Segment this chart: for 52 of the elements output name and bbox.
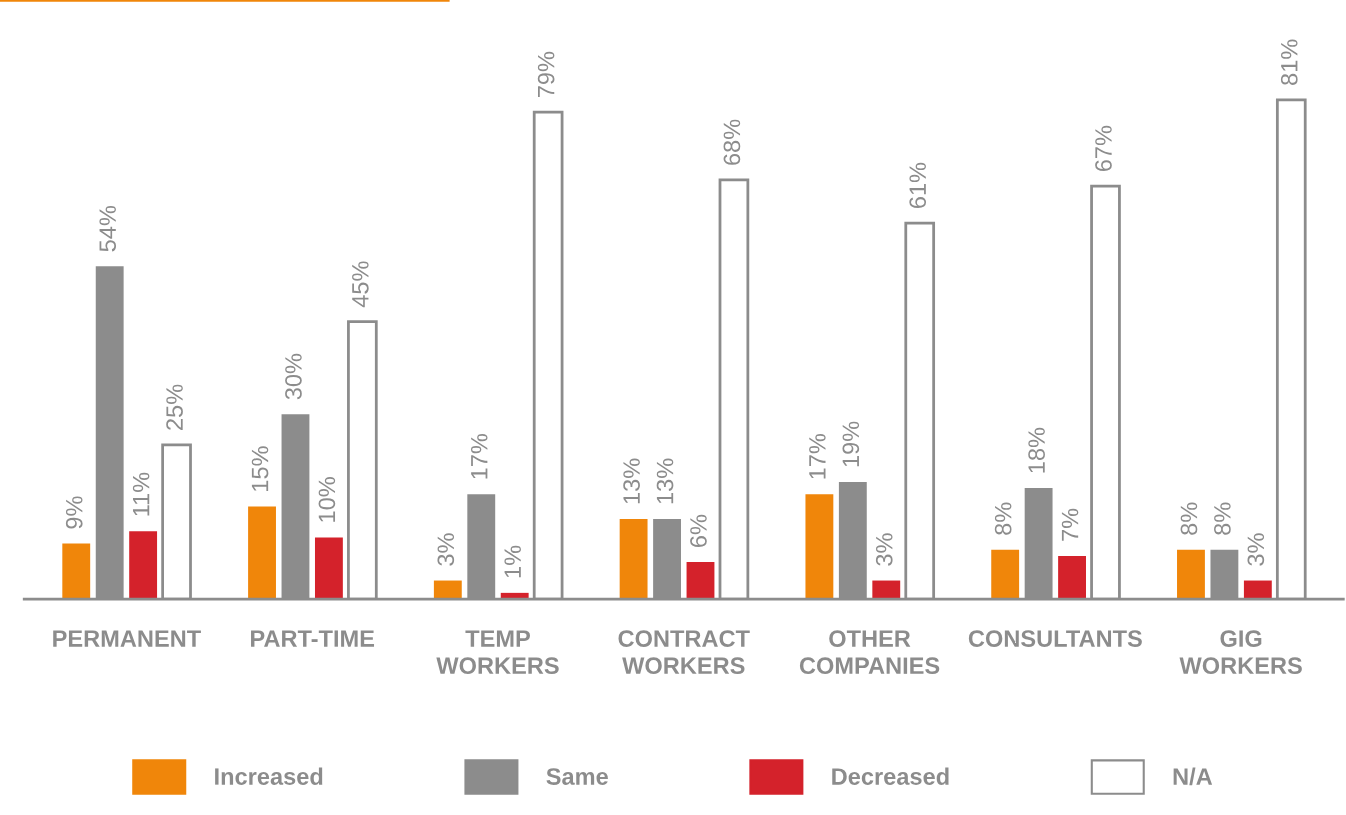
x-tick-label: PERMANENT [53,630,201,647]
bar [433,580,462,600]
x-tick-label: TEMP WORKERS [436,630,559,675]
legend-label: Decreased [832,767,949,785]
bar [129,531,158,600]
x-tick-label: CONTRACT WORKERS [618,630,750,675]
data-label: 15% [251,446,269,491]
legend-label: Same [546,768,608,785]
bar [1058,555,1086,600]
bar [805,494,834,600]
data-label: 54% [99,205,117,252]
data-label: 61% [909,162,927,209]
data-label: 68% [723,119,741,165]
data-label: 8% [994,502,1012,535]
x-tick-label: GIG WORKERS [1179,630,1302,675]
data-label: 3% [875,533,893,566]
data-label: 3% [437,533,455,566]
data-label: 10% [318,477,336,522]
data-label: 13% [623,458,640,504]
bar [1177,549,1205,600]
data-label: 3% [1247,533,1265,566]
bar [62,543,91,600]
data-label: 18% [1028,427,1045,473]
data-label: 11% [132,472,150,516]
bar [619,518,648,600]
data-label: 8% [1180,502,1198,535]
bar [872,580,901,600]
data-label: 25% [166,384,183,430]
data-label: 81% [1280,39,1298,85]
data-label: 67% [1095,125,1112,172]
data-label: 17% [809,433,826,479]
bar [248,506,276,600]
x-tick-label: PART-TIME [251,630,375,647]
data-label: 45% [352,261,369,308]
data-label: 79% [537,51,555,98]
bar [314,537,343,600]
bar [686,562,715,600]
bar [991,549,1020,600]
legend-label: N/A [1173,767,1213,786]
data-label: 8% [1214,502,1231,535]
data-label: 6% [690,514,707,547]
data-label: 30% [285,353,302,400]
x-tick-label: CONSULTANTS [968,630,1142,647]
data-label: 13% [656,458,674,504]
legend-label: Increased [215,767,323,785]
data-label: 7% [1061,508,1079,541]
data-label: 17% [470,433,488,479]
data-label: 19% [842,421,860,467]
data-label: 1% [504,545,521,578]
data-label: 9% [65,496,83,529]
bar [1243,580,1272,600]
x-tick-label: OTHER COMPANIES [799,630,940,675]
